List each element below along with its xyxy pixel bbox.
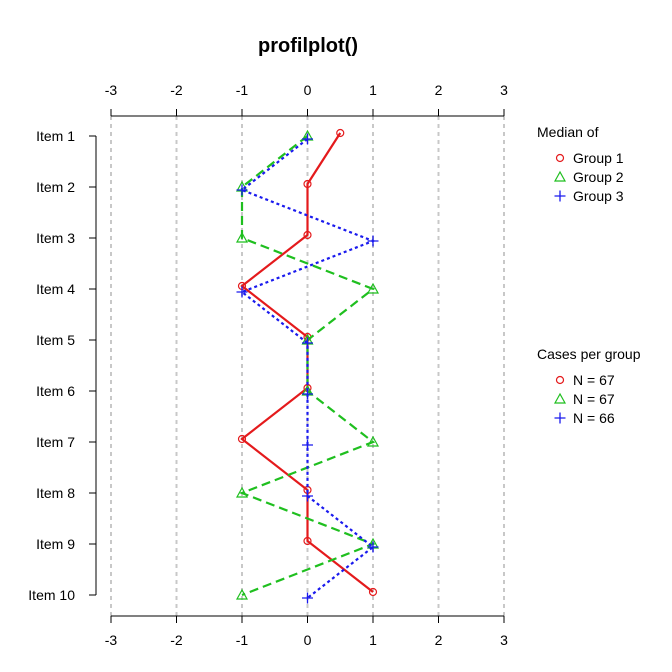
legend-cases-marker-1 bbox=[555, 375, 565, 385]
x-tick-label-bottom-6: 3 bbox=[500, 632, 508, 648]
series-3 bbox=[236, 133, 379, 604]
x-tick-label-bottom-1: -2 bbox=[170, 632, 183, 648]
chart-title: profilplot() bbox=[258, 35, 358, 57]
point-series-1-item-1 bbox=[336, 128, 345, 138]
point-series-3-item-5 bbox=[302, 337, 313, 349]
point-series-3-item-9 bbox=[367, 541, 379, 553]
point-series-2-item-4 bbox=[366, 282, 380, 294]
legend-median-entry-1: Group 1 bbox=[573, 150, 624, 166]
legend-cases-entry-3: N = 66 bbox=[573, 410, 615, 426]
point-series-1-item-3 bbox=[303, 230, 312, 240]
legend-median-marker-3 bbox=[554, 190, 566, 202]
legend-median-entry-3: Group 3 bbox=[573, 188, 624, 204]
x-tick-label-top-0: -3 bbox=[105, 82, 118, 98]
x-tick-label-top-3: 0 bbox=[304, 82, 312, 98]
legend-median-title: Median of bbox=[537, 124, 599, 140]
point-series-3-item-7 bbox=[302, 439, 313, 451]
x-tick-label-bottom-5: 2 bbox=[435, 632, 443, 648]
y-tick-label-item-7: Item 7 bbox=[36, 434, 75, 450]
point-series-1-item-7 bbox=[237, 434, 247, 444]
x-tick-label-top-4: 1 bbox=[369, 82, 377, 98]
x-tick-label-top-6: 3 bbox=[500, 82, 508, 98]
legend-median-marker-2 bbox=[553, 170, 567, 182]
point-series-2-item-10 bbox=[235, 588, 249, 600]
point-series-2-item-3 bbox=[235, 231, 249, 243]
legend-cases-marker-2 bbox=[553, 392, 567, 404]
y-tick-label-item-2: Item 2 bbox=[36, 179, 75, 195]
legend-cases: Cases per group N = 67 N = 67 N = 66 bbox=[537, 346, 641, 426]
y-tick-label-item-10: Item 10 bbox=[28, 587, 75, 603]
point-series-1-item-10 bbox=[368, 587, 378, 597]
legend-median-entry-2: Group 2 bbox=[573, 169, 624, 185]
x-tick-label-top-1: -2 bbox=[170, 82, 183, 98]
y-tick-label-item-1: Item 1 bbox=[36, 128, 75, 144]
y-tick-label-item-6: Item 6 bbox=[36, 383, 75, 399]
point-series-1-item-9 bbox=[303, 536, 312, 546]
legend-cases-marker-3 bbox=[554, 412, 566, 424]
x-tick-label-bottom-4: 1 bbox=[369, 632, 377, 648]
point-series-3-item-6 bbox=[302, 388, 313, 400]
legend: Median of Group 1 Group 2 Group 3 Cases per … bbox=[537, 124, 641, 426]
y-tick-label-item-8: Item 8 bbox=[36, 485, 75, 501]
series-layer bbox=[235, 128, 380, 604]
legend-median: Median of Group 1 Group 2 Group 3 bbox=[537, 124, 624, 204]
legend-median-marker-1 bbox=[555, 153, 565, 163]
x-tick-label-top-2: -1 bbox=[236, 82, 249, 98]
point-series-3-item-2 bbox=[236, 184, 248, 196]
point-series-2-item-7 bbox=[366, 435, 380, 447]
point-series-3-item-8 bbox=[302, 490, 313, 502]
point-series-3-item-4 bbox=[236, 286, 248, 298]
x-tick-label-top-5: 2 bbox=[435, 82, 443, 98]
y-tick-label-item-5: Item 5 bbox=[36, 332, 75, 348]
point-series-3-item-10 bbox=[302, 592, 313, 604]
y-tick-label-item-3: Item 3 bbox=[36, 230, 75, 246]
axes: -3 -2 -1 0 1 2 3 -3 -2 -1 0 1 2 3 Item 1 Item 2 Item 3 It… bbox=[28, 82, 508, 648]
x-tick-label-bottom-0: -3 bbox=[105, 632, 118, 648]
point-series-3-item-3 bbox=[367, 235, 379, 247]
y-tick-label-item-4: Item 4 bbox=[36, 281, 75, 297]
point-series-1-item-2 bbox=[303, 179, 312, 189]
legend-cases-title: Cases per group bbox=[537, 346, 641, 362]
x-tick-label-bottom-2: -1 bbox=[236, 632, 249, 648]
x-tick-label-bottom-3: 0 bbox=[304, 632, 312, 648]
point-series-2-item-8 bbox=[235, 486, 249, 498]
point-series-3-item-1 bbox=[302, 133, 313, 145]
legend-cases-entry-2: N = 67 bbox=[573, 391, 615, 407]
y-tick-label-item-9: Item 9 bbox=[36, 536, 75, 552]
legend-cases-entry-1: N = 67 bbox=[573, 372, 615, 388]
